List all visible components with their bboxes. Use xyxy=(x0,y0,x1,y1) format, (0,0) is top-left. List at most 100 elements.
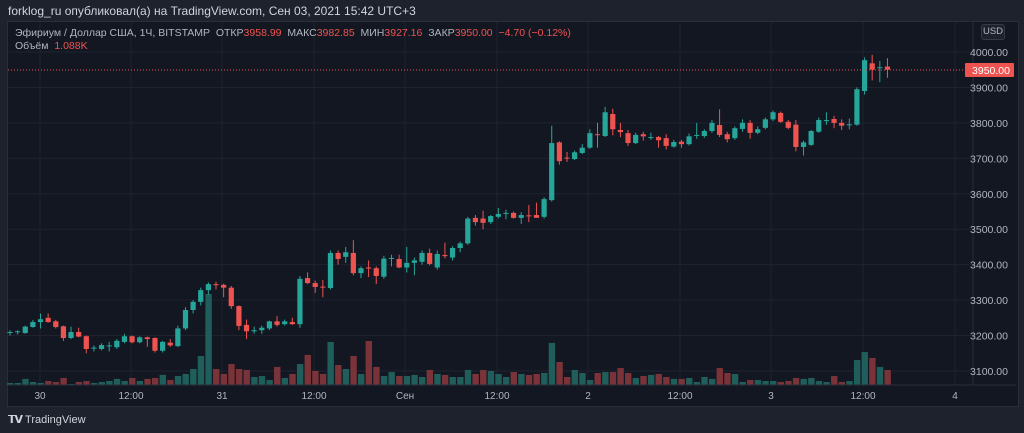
candle-body xyxy=(716,125,723,135)
low-label: МИН xyxy=(360,27,385,39)
volume-bar xyxy=(174,376,182,385)
volume-bar xyxy=(304,354,311,385)
volume-bar xyxy=(831,376,838,385)
volume-bar xyxy=(502,377,510,385)
volume-bar xyxy=(777,381,785,385)
price-axis[interactable]: 4000.00 3900.00 3800.00 3700.00 3600.00 3500.… xyxy=(970,47,1008,378)
candle-body xyxy=(694,134,700,136)
candle-body xyxy=(778,112,784,122)
candle-body xyxy=(495,213,501,217)
volume-bar xyxy=(274,366,281,385)
candle-body xyxy=(381,258,387,277)
candle-body xyxy=(488,216,494,223)
volume-bar xyxy=(106,381,113,385)
candle-body xyxy=(343,252,349,257)
volume-bar xyxy=(243,369,250,385)
candle-body xyxy=(144,337,150,340)
volume-bar xyxy=(693,381,701,385)
volume-bar xyxy=(586,380,594,385)
candle-body xyxy=(602,112,608,136)
volume-bar xyxy=(663,377,670,385)
candle-body xyxy=(213,284,219,286)
time-tick-label: 12:00 xyxy=(667,391,692,402)
volume-bar xyxy=(457,377,464,385)
candle-body xyxy=(121,336,128,342)
candle-body xyxy=(869,63,875,70)
volume-bar xyxy=(220,373,228,385)
volume-bar xyxy=(373,366,380,385)
candle-body xyxy=(839,122,845,126)
volume-bar xyxy=(876,366,884,385)
volume-bar xyxy=(853,360,861,385)
volume-bar xyxy=(75,381,83,385)
candle-body xyxy=(22,326,28,334)
volume-value: 1.088K xyxy=(54,40,88,52)
price-tick-label: 3100.00 xyxy=(970,366,1008,378)
candle-body xyxy=(671,142,677,147)
price-tick-label: 3400.00 xyxy=(970,260,1008,272)
volume-bar xyxy=(625,373,632,385)
volume-bar xyxy=(327,341,334,385)
candle-body xyxy=(304,278,311,284)
volume-bar xyxy=(205,293,212,385)
volume-bar xyxy=(495,373,502,385)
candle-body xyxy=(800,142,807,147)
candle-body xyxy=(846,124,852,126)
tradingview-logo[interactable]: 𝗧𝗩 TradingView xyxy=(8,413,86,427)
volume-bar xyxy=(785,381,792,385)
open-label: ОТКР xyxy=(215,27,244,39)
volume-bar xyxy=(235,369,243,385)
volume-bar xyxy=(823,381,830,385)
candle-body xyxy=(129,336,135,343)
volume-bar xyxy=(731,373,739,385)
candle-body xyxy=(526,215,532,217)
candle-body xyxy=(770,112,776,120)
candle-body xyxy=(449,247,456,258)
volume-bar xyxy=(365,341,373,385)
candle-body xyxy=(572,152,578,160)
candle-body xyxy=(37,319,44,323)
volume-bar xyxy=(281,377,289,385)
volume-bar xyxy=(754,380,762,385)
currency-button[interactable]: USD xyxy=(981,24,1005,40)
volume-bar xyxy=(22,378,29,385)
volume-bar xyxy=(472,373,479,385)
current-price-tag xyxy=(965,63,1014,77)
high-label: МАКС xyxy=(287,27,317,39)
candle-body xyxy=(861,60,868,91)
candle-body xyxy=(739,122,746,129)
candle-body xyxy=(53,321,59,328)
volume-bar xyxy=(197,356,205,385)
volume-bar xyxy=(800,378,807,385)
volume-bar xyxy=(548,342,556,385)
candle-body xyxy=(289,322,295,325)
open-value: 3958.99 xyxy=(243,27,282,39)
volume-bar xyxy=(510,372,517,385)
time-tick-label: 12:00 xyxy=(118,391,143,402)
volume-bar xyxy=(541,373,548,385)
candle-body xyxy=(701,131,707,136)
candle-body xyxy=(533,215,540,218)
candle-body xyxy=(823,120,830,122)
volume-bar xyxy=(151,377,159,385)
current-price-label: 3950.00 xyxy=(972,65,1010,77)
volume-bar xyxy=(396,376,403,385)
time-tick-label: 31 xyxy=(216,391,228,402)
candle-body xyxy=(243,324,250,332)
volume-bar xyxy=(861,352,868,385)
volume-bar xyxy=(60,377,67,385)
candle-body xyxy=(518,215,524,218)
volume-bar xyxy=(380,376,388,385)
candle-body xyxy=(793,124,799,147)
candle-body xyxy=(274,321,280,325)
candle-body xyxy=(251,330,257,332)
volume-bar xyxy=(37,382,44,385)
volume-bar xyxy=(251,377,258,385)
candle-body xyxy=(884,66,891,70)
volume-bar xyxy=(190,369,197,385)
candle-body xyxy=(228,287,234,307)
time-axis[interactable]: 30 12:00 31 12:00 Сен 12:00 2 12:00 3 12:00 4 xyxy=(34,391,958,402)
symbol-title[interactable]: Эфириум / Доллар США, 1Ч, BITSTAMP xyxy=(15,27,210,39)
volume-bar xyxy=(716,368,723,385)
